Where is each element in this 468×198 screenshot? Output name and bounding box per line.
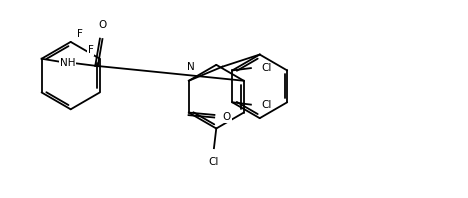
Text: Cl: Cl bbox=[209, 157, 219, 167]
Text: F: F bbox=[77, 29, 83, 39]
Text: O: O bbox=[223, 112, 231, 122]
Text: Cl: Cl bbox=[261, 100, 271, 110]
Text: O: O bbox=[98, 20, 106, 30]
Text: N: N bbox=[187, 62, 195, 72]
Text: Cl: Cl bbox=[261, 63, 271, 73]
Text: NH: NH bbox=[59, 58, 75, 69]
Text: F: F bbox=[88, 46, 94, 55]
